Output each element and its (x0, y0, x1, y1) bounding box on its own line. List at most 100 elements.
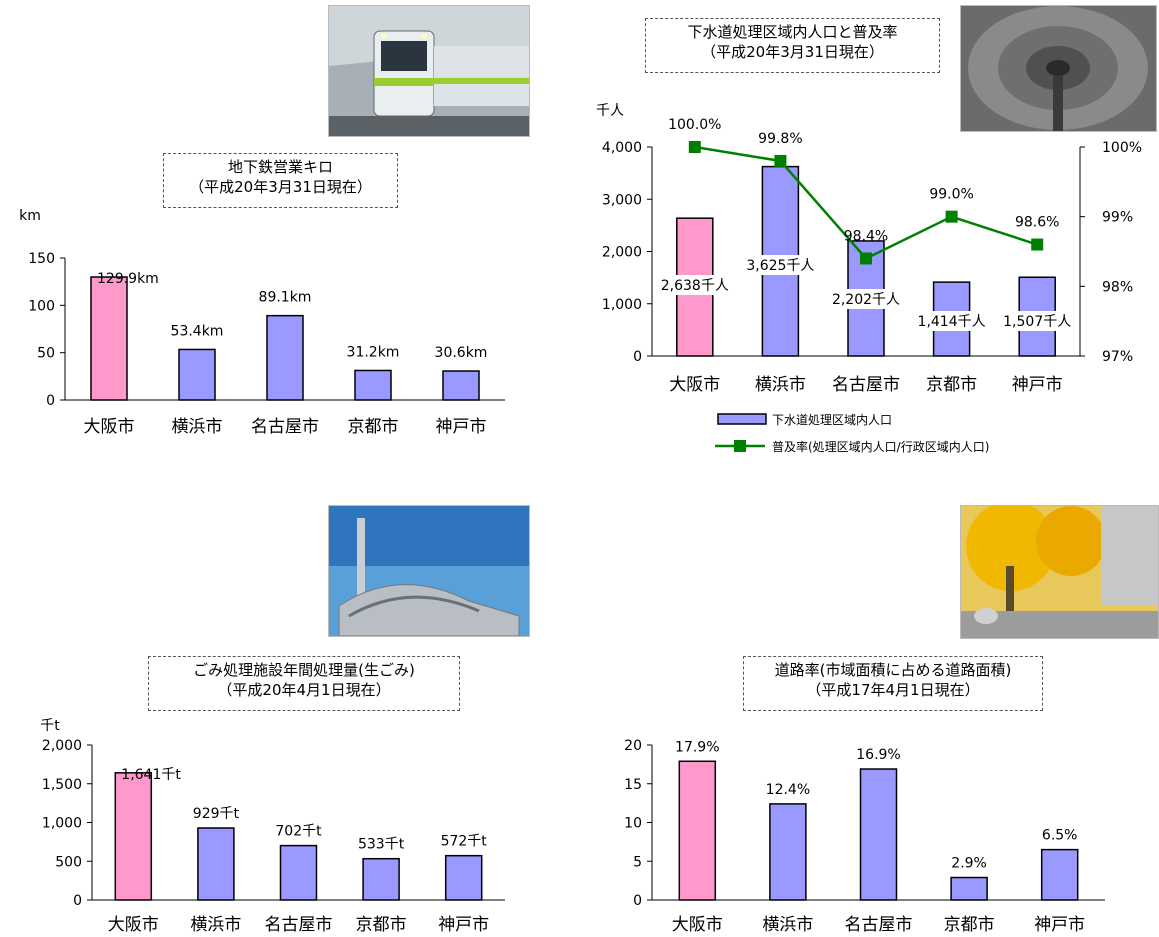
x-tick-label: 京都市 (356, 915, 407, 935)
y-tick-label: 1,000 (42, 816, 82, 832)
x-tick-label: 神戸市 (438, 915, 489, 935)
bar (197, 827, 235, 901)
data-label: 89.1km (259, 290, 312, 306)
y-tick-label: 2,000 (602, 245, 642, 261)
line-data-label: 98.6% (1015, 215, 1059, 231)
sewer-chart-title: 下水道処理区域内人口と普及率 （平成20年3月31日現在） (645, 18, 940, 73)
subway-train-photo (328, 5, 530, 137)
y2-tick-label: 100% (1102, 140, 1142, 156)
y-axis-unit: 千t (40, 718, 60, 734)
data-label: 129.9km (97, 271, 159, 287)
data-label: 1,414千人 (918, 314, 986, 330)
data-label: 1,507千人 (1003, 314, 1071, 330)
y2-tick-label: 98% (1102, 279, 1133, 295)
line-point (688, 141, 701, 153)
x-tick-label: 横浜市 (755, 375, 806, 395)
y-tick-label: 3,000 (602, 192, 642, 208)
line-point (774, 154, 787, 167)
data-label-bg (654, 275, 735, 295)
y-axis-unit: 千人 (596, 103, 624, 119)
y-tick-label: 500 (55, 854, 82, 870)
y-tick-label: 150 (28, 251, 55, 267)
chart-subtitle: （平成17年4月1日現在） (806, 681, 980, 699)
x-tick-label: 大阪市 (84, 417, 135, 437)
bar (266, 314, 304, 401)
x-tick-label: 横浜市 (762, 915, 813, 935)
y2-tick-label: 99% (1102, 210, 1133, 226)
bar (362, 857, 400, 901)
x-tick-label: 横浜市 (190, 915, 241, 935)
x-tick-label: 京都市 (348, 417, 399, 437)
bar (442, 370, 480, 401)
line-data-label: 99.0% (929, 187, 973, 203)
chart-title: ごみ処理施設年間処理量(生ごみ) (193, 661, 415, 679)
waste-chart-title: ごみ処理施設年間処理量(生ごみ) （平成20年4月1日現在） (148, 656, 460, 711)
x-tick-label: 大阪市 (669, 375, 720, 395)
data-label: 572千t (441, 834, 488, 850)
x-tick-label: 名古屋市 (251, 417, 319, 437)
data-label: 3,625千人 (746, 258, 814, 274)
y-tick-label: 100 (28, 298, 55, 314)
line-data-label: 99.8% (758, 131, 802, 147)
line-data-label: 100.0% (668, 117, 721, 133)
bar (678, 760, 717, 901)
y-tick-label: 1,000 (602, 297, 642, 313)
bar (950, 876, 988, 901)
x-tick-label: 大阪市 (108, 915, 159, 935)
bar (769, 803, 807, 901)
bar (354, 369, 392, 401)
data-label: 702千t (275, 824, 322, 840)
bar (444, 854, 483, 901)
data-label: 16.9% (856, 747, 900, 763)
legend-label: 普及率(処理区域内人口/行政区域内人口) (772, 439, 989, 454)
x-tick-label: 京都市 (926, 375, 977, 395)
data-label: 1,641千t (121, 767, 181, 783)
x-tick-label: 神戸市 (1012, 375, 1063, 395)
y-tick-label: 4,000 (602, 140, 642, 156)
bar (279, 844, 318, 901)
y-axis-unit: km (19, 208, 41, 224)
line-point (860, 252, 872, 265)
legend-line-marker (734, 440, 746, 452)
data-label-bg (740, 255, 821, 275)
data-label: 6.5% (1042, 828, 1078, 844)
data-label-bg (911, 311, 992, 331)
y-tick-label: 0 (73, 893, 82, 909)
data-label: 30.6km (435, 345, 488, 361)
chart-title: 下水道処理区域内人口と普及率 (687, 23, 898, 41)
x-tick-label: 大阪市 (672, 915, 723, 935)
y2-tick-label: 97% (1102, 349, 1133, 365)
waste-volume-chart: 千t 0 500 1,000 1,500 2,000 大阪市 1,641千t 横浜市 929千t 名… (40, 718, 505, 935)
x-tick-label: 名古屋市 (845, 915, 913, 935)
subway-chart-title: 地下鉄営業キロ （平成20年3月31日現在） (163, 153, 398, 208)
data-label-bg (997, 311, 1078, 331)
bar (1040, 848, 1079, 901)
x-tick-label: 神戸市 (1034, 915, 1085, 935)
y-tick-label: 2,000 (42, 738, 82, 754)
x-tick-label: 名古屋市 (832, 375, 900, 395)
x-tick-label: 神戸市 (436, 417, 487, 437)
data-label: 2,202千人 (832, 292, 900, 308)
y-tick-label: 0 (46, 393, 55, 409)
data-label: 533千t (358, 837, 405, 853)
line-data-label: 98.4% (844, 228, 888, 244)
chart-subtitle: （平成20年4月1日現在） (217, 681, 391, 699)
y-tick-label: 5 (633, 854, 642, 870)
legend-label: 下水道処理区域内人口 (772, 413, 892, 427)
y-tick-label: 1,500 (42, 777, 82, 793)
y-tick-label: 20 (624, 738, 642, 754)
chart-subtitle: （平成20年3月31日現在） (189, 178, 372, 196)
bar (859, 768, 898, 901)
data-label: 2,638千人 (661, 278, 729, 294)
line-point (1031, 238, 1044, 251)
ginkgo-avenue-photo (960, 505, 1159, 639)
y-tick-label: 50 (37, 346, 55, 362)
bar (178, 348, 216, 401)
y-tick-label: 10 (624, 816, 642, 832)
legend-bar-swatch (717, 413, 767, 425)
data-label: 31.2km (347, 344, 400, 360)
data-label-bg (826, 289, 906, 309)
x-tick-label: 横浜市 (172, 417, 223, 437)
y-tick-label: 0 (633, 893, 642, 909)
